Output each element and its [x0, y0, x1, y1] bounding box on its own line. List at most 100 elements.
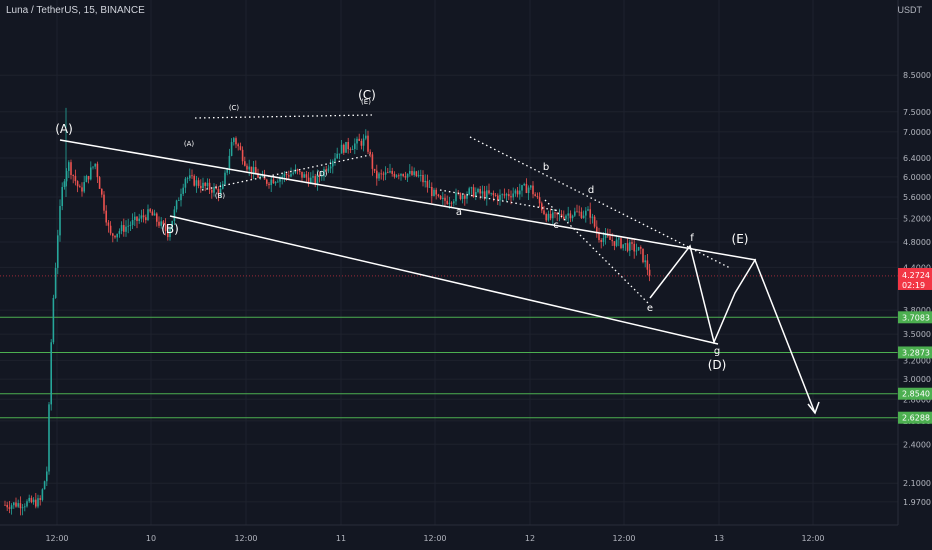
candle [325, 169, 327, 172]
candle [129, 224, 132, 226]
candle [307, 177, 310, 184]
candle [63, 181, 66, 187]
candle [167, 231, 169, 238]
candle [186, 178, 189, 180]
candle [393, 173, 396, 177]
price-tick-label: 6.0000 [903, 173, 931, 182]
candle [41, 489, 44, 500]
candle [252, 167, 255, 174]
candle [459, 193, 462, 200]
candle [299, 171, 301, 172]
candle [8, 507, 11, 509]
price-tick-label: 8.5000 [903, 71, 931, 80]
time-tick-label: 12:00 [423, 534, 446, 543]
candle [532, 185, 534, 195]
candle [644, 260, 646, 263]
candle [497, 195, 499, 201]
candle [153, 213, 156, 216]
channel-lower-line [169, 215, 719, 345]
wave-label: (A) [55, 122, 73, 136]
candle [521, 185, 523, 191]
wave-label: (B) [215, 192, 226, 200]
candle [301, 171, 303, 178]
candle [503, 194, 506, 196]
candle [281, 176, 283, 178]
price-tick-label: 5.6000 [903, 193, 931, 202]
candle [475, 192, 477, 197]
candle [598, 233, 600, 241]
time-tick-label: 12:00 [45, 534, 68, 543]
candle [338, 153, 341, 155]
candle [371, 154, 374, 169]
candle [244, 161, 246, 166]
candle [329, 166, 332, 169]
candle [600, 240, 602, 243]
price-tick-label: 3.8000 [903, 306, 931, 315]
price-tick-label: 7.5000 [903, 108, 931, 117]
time-axis[interactable]: 12:00 10 12:00 11 12:00 12 12:00 13 12:00 [0, 524, 898, 543]
price-axis[interactable]: 8.5000 7.5000 7.0000 6.4000 6.0000 5.6000 5.20… [897, 0, 932, 550]
candle [292, 172, 294, 174]
candle [391, 171, 393, 174]
candle [52, 297, 55, 343]
time-tick-label: 10 [146, 534, 156, 543]
candle [349, 149, 352, 150]
candle [230, 142, 233, 156]
candle [422, 174, 424, 183]
wave-label: f [690, 233, 694, 244]
candle [618, 238, 620, 240]
candle [578, 211, 580, 213]
level-price-label: 2.6288 [902, 414, 930, 423]
candle [310, 177, 312, 184]
candle [98, 177, 101, 189]
candle [477, 188, 479, 193]
candle [585, 210, 587, 216]
candle [85, 176, 88, 183]
candle [541, 203, 543, 211]
candle [182, 187, 184, 194]
candle [415, 171, 418, 177]
candle [175, 200, 178, 210]
candle [426, 180, 429, 188]
candle [202, 182, 204, 189]
time-tick-label: 13 [714, 534, 724, 543]
wave-label: e [647, 303, 653, 314]
candle [327, 168, 330, 172]
candle [200, 185, 202, 189]
candle [314, 176, 316, 185]
candle [446, 200, 448, 204]
candle [560, 213, 563, 217]
candle [448, 202, 451, 204]
last-price-badge [898, 267, 932, 290]
candle [453, 201, 455, 204]
wave-label: (D) [317, 170, 328, 178]
candle [321, 176, 323, 178]
candle [46, 471, 48, 482]
wave-label: (C) [229, 104, 240, 112]
candle [120, 225, 123, 232]
candle [257, 173, 259, 178]
candle [516, 190, 519, 195]
candle [431, 186, 433, 197]
candle [596, 226, 598, 234]
candle [576, 211, 578, 213]
candle [189, 175, 191, 179]
price-tick-label: 1.9700 [903, 498, 931, 507]
candle [180, 193, 182, 201]
candle [68, 162, 70, 171]
candle [101, 188, 103, 195]
candle [593, 216, 596, 227]
candle [464, 195, 466, 199]
channel-upper-line [59, 139, 757, 261]
candle [404, 176, 407, 178]
candle [615, 239, 618, 246]
candle [211, 189, 213, 193]
time-tick-label: 11 [336, 534, 346, 543]
candle [279, 177, 281, 182]
candle [376, 170, 378, 179]
candle [235, 138, 237, 145]
candle [123, 225, 125, 232]
candle [277, 181, 279, 183]
